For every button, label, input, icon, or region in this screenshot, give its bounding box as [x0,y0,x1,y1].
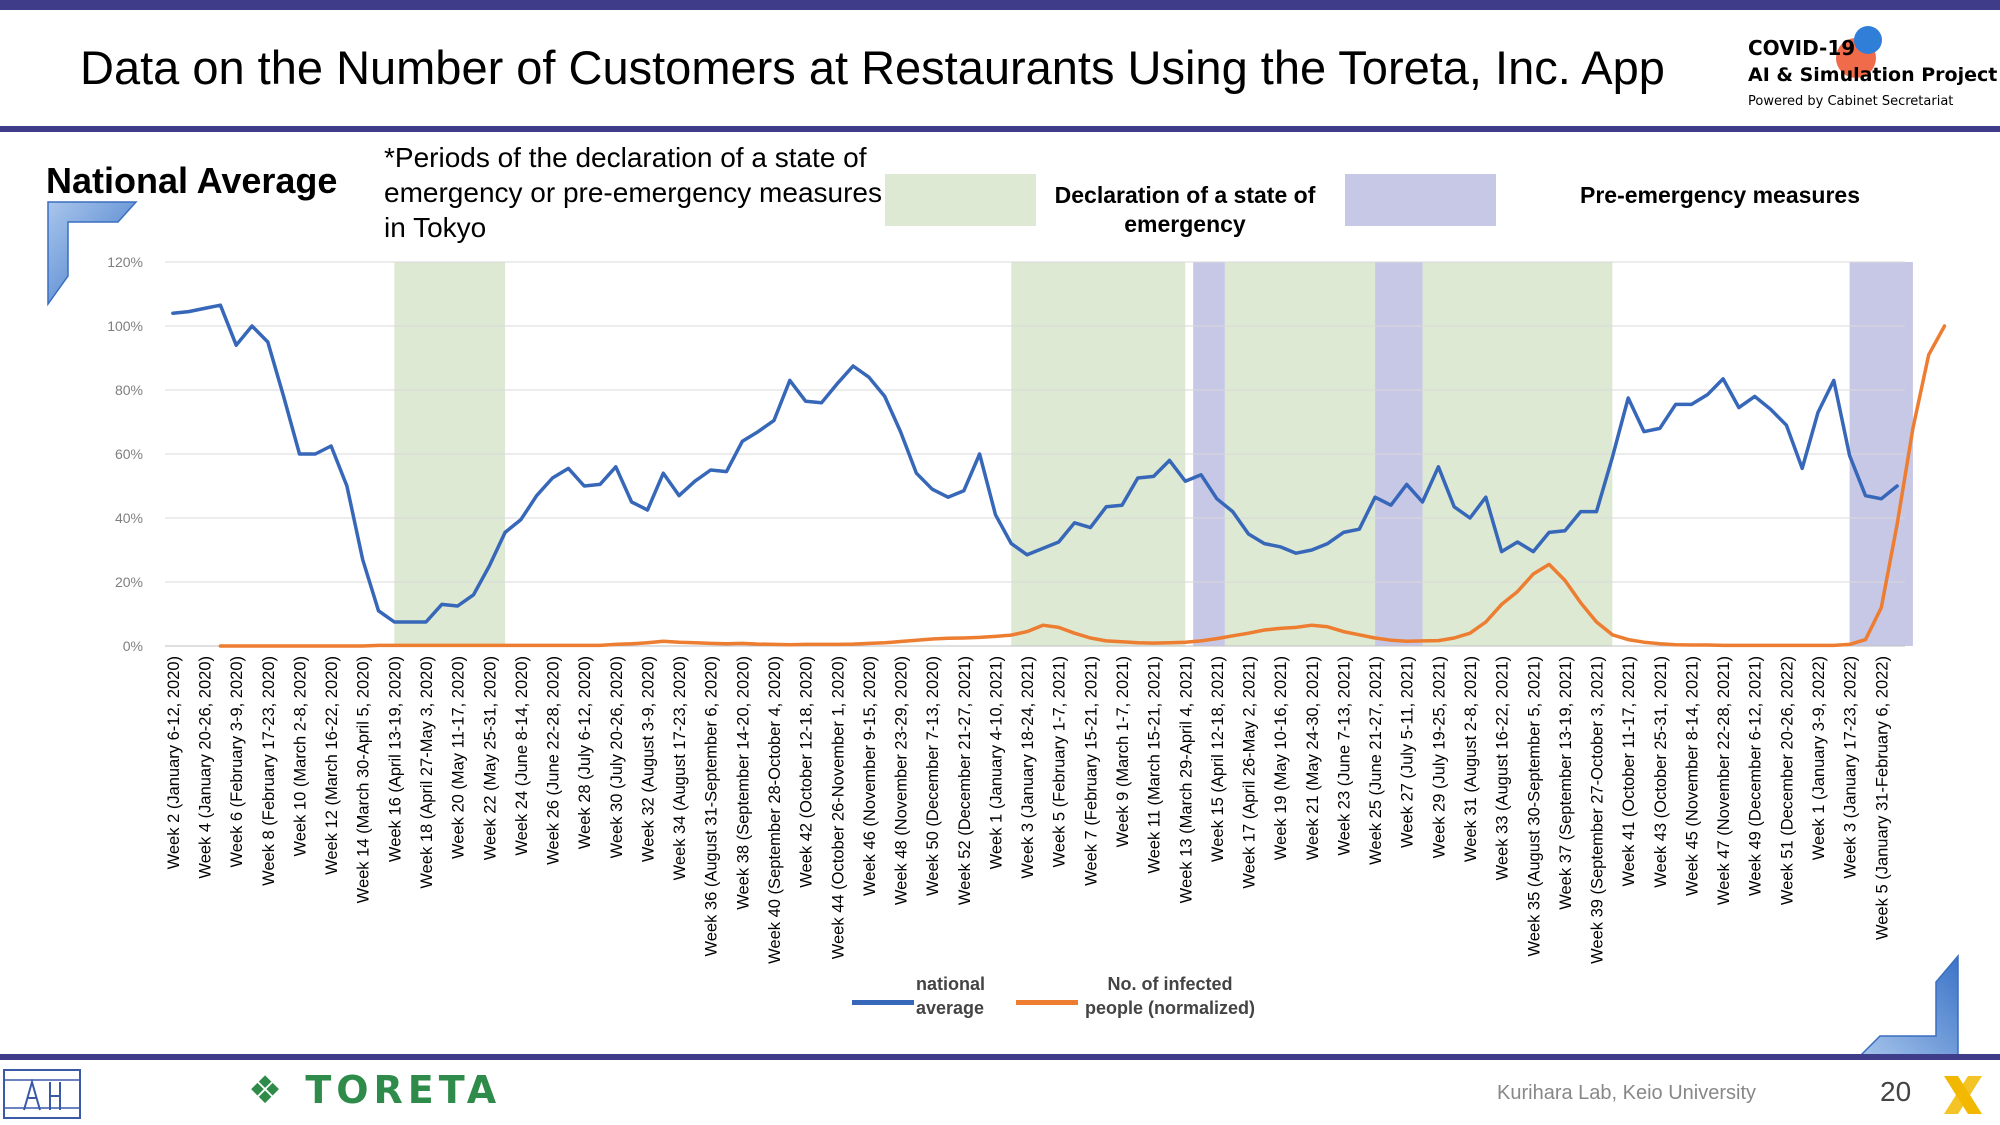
x-tick-label: Week 20 (May 11-17, 2020) [450,656,468,859]
y-tick-label: 100% [107,318,143,334]
x-tick-label: Week 7 (February 15-21, 2021) [1082,656,1100,886]
x-tick-label: Week 50 (December 7-13, 2020) [924,656,942,896]
y-tick-label: 20% [115,574,143,590]
x-tick-label: Week 14 (March 30-April 5, 2020) [355,656,373,903]
pre-emergency-legend-swatch [1345,174,1496,226]
keio-lab-logo [3,1069,81,1119]
series-legend: national average No. of infected people … [840,972,1260,1032]
x-tick-label: Week 49 (December 6-12, 2021) [1747,656,1765,896]
infected-people-line [218,324,1947,648]
lab-credit: Kurihara Lab, Keio University [1497,1082,1757,1104]
pre-emergency-legend-label: Pre-emergency measures [1580,182,1860,208]
x-tick-label: Week 15 (April 12-18, 2021) [1209,656,1227,862]
emergency-legend-swatch [885,174,1036,226]
x-tick-label: Week 3 (January 18-24, 2021) [1019,656,1037,879]
corner-decoration-bottom-right [1856,954,1959,1059]
x-tick-label: Week 8 (February 17-23, 2020) [260,656,278,886]
toreta-logo: ❖ TORETA [248,1068,501,1112]
x-tick-label: Week 19 (May 10-16, 2021) [1272,656,1290,860]
x-tick-label: Week 21 (May 24-30, 2021) [1304,656,1322,860]
x-tick-label: Week 11 (March 15-21, 2021) [1146,656,1164,874]
x-tick-label: Week 36 (August 31-September 6, 2020) [703,656,721,957]
national-average-line [171,303,1899,624]
x-tick-label: Week 17 (April 26-May 2, 2021) [1241,656,1259,889]
toreta-logo-text: TORETA [305,1068,502,1112]
x-tick-label: Week 13 (March 29-April 4, 2021) [1177,656,1195,903]
x-tick-label: Week 18 (April 27-May 3, 2020) [418,656,436,889]
x-tick-label: Week 2 (January 6-12, 2020) [165,656,183,869]
x-tick-label: Week 35 (August 30-September 5, 2021) [1525,656,1543,957]
x-tick-label: Week 22 (May 25-31, 2020) [481,656,499,860]
x-tick-label: Week 33 (August 16-22, 2021) [1494,656,1512,880]
footer-divider [0,1054,2000,1060]
x-tick-label: Week 52 (December 21-27, 2021) [956,656,974,905]
x-mark-logo [1944,1076,1982,1114]
series-lines [171,303,1947,648]
x-tick-label: Week 3 (January 17-23, 2022) [1842,656,1860,879]
x-tick-label: Week 42 (October 12-18, 2020) [798,656,816,888]
legend-swatch-infected [1016,1000,1078,1005]
x-tick-label: Week 10 (March 2-8, 2020) [291,656,309,857]
legend-label-national: national average [916,972,996,1020]
x-tick-label: Week 30 (July 20-26, 2020) [608,656,626,858]
chart-subtitle: National Average [46,160,338,201]
page-title: Data on the Number of Customers at Resta… [80,41,1665,94]
x-tick-label: Week 37 (September 13-19, 2021) [1557,656,1575,910]
brand-line3: Powered by Cabinet Secretariat [1748,94,1954,109]
x-tick-label: Week 5 (February 1-7, 2021) [1051,656,1069,868]
y-tick-label: 120% [107,254,143,270]
y-tick-label: 40% [115,510,143,526]
x-tick-label: Week 32 (August 3-9, 2020) [639,656,657,862]
x-tick-label: Week 45 (November 8-14, 2021) [1683,656,1701,896]
legend-infected-text: No. of infected people (normalized) [1084,974,1255,1018]
emergency-legend-label: Declaration of a state of emergency [1054,182,1316,237]
x-tick-label: Week 6 (February 3-9, 2020) [228,656,246,868]
x-tick-label: Week 43 (October 25-31, 2021) [1652,656,1670,888]
title-divider [0,126,2000,132]
brand-line2: AI & Simulation Project [1748,64,1998,86]
x-tick-label: Week 29 (July 19-25, 2021) [1430,656,1448,858]
x-tick-label: Week 40 (September 28-October 4, 2020) [766,656,784,964]
y-tick-label: 60% [115,446,143,462]
legend-label-infected: No. of infected people (normalized) [1080,972,1260,1020]
x-tick-label: Week 23 (June 7-13, 2021) [1335,656,1353,856]
periods-note: *Periods of the declaration of a state o… [384,142,882,243]
covid-ai-project-logo: COVID-19 AI & Simulation Project Powered… [1748,26,1997,116]
toreta-leaf-icon: ❖ [248,1068,288,1112]
x-tick-label: Week 24 (June 8-14, 2020) [513,656,531,856]
y-tick-label: 80% [115,382,143,398]
x-tick-label: Week 25 (June 21-27, 2021) [1367,656,1385,865]
x-tick-label: Week 16 (April 13-19, 2020) [386,656,404,862]
x-tick-label: Week 34 (August 17-23, 2020) [671,656,689,880]
x-tick-label: Week 38 (September 14-20, 2020) [734,656,752,910]
x-tick-label: Week 9 (March 1-7, 2021) [1114,656,1132,847]
x-tick-label: Week 4 (January 20-26, 2020) [197,656,215,879]
legend-swatch-national [852,1000,914,1005]
x-tick-label: Week 41 (October 11-17, 2021) [1620,656,1638,887]
x-tick-label: Week 48 (November 23-29, 2020) [893,656,911,905]
x-tick-label: Week 47 (November 22-28, 2021) [1715,656,1733,905]
x-tick-label: Week 46 (November 9-15, 2020) [861,656,879,896]
x-tick-label: Week 12 (March 16-22, 2020) [323,656,341,875]
x-tick-label: Week 31 (August 2-8, 2021) [1462,656,1480,862]
corner-decoration-top-left [47,201,138,307]
top-accent-bar [0,0,2000,10]
y-tick-label: 0% [123,638,143,654]
brand-line1: COVID-19 [1748,36,1856,60]
x-tick-label: Week 5 (January 31-February 6, 2022) [1873,656,1891,940]
logo-blue-circle [1854,26,1882,54]
x-tick-labels: Week 2 (January 6-12, 2020) Week 4 (Janua… [165,656,1891,964]
x-tick-label: Week 27 (July 5-11, 2021) [1399,656,1417,848]
x-tick-label: Week 1 (January 4-10, 2021) [987,656,1005,869]
x-tick-label: Week 26 (June 22-28, 2020) [545,656,563,865]
y-tick-labels: 0% 20% 40% 60% 80% 100% 120% [107,254,143,654]
x-tick-label: Week 28 (July 6-12, 2020) [576,656,594,849]
x-tick-label: Week 39 (September 27-October 3, 2021) [1589,656,1607,964]
customers-line-chart: 0% 20% 40% 60% 80% 100% 120% Week 2 (January 6… [107,254,1947,964]
x-tick-label: Week 1 (January 3-9, 2022) [1810,656,1828,860]
x-tick-label: Week 51 (December 20-26, 2022) [1778,656,1796,905]
x-tick-label: Week 44 (October 26-November 1, 2020) [829,656,847,959]
legend-national-text: national average [916,974,986,1018]
page-number: 20 [1880,1076,1912,1107]
